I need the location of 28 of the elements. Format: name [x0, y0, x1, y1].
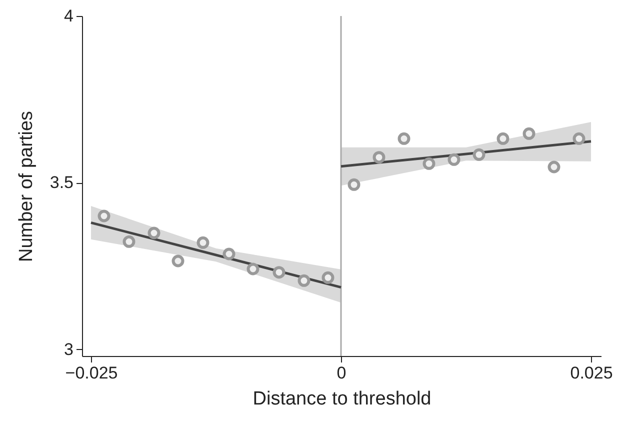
point	[298, 274, 310, 287]
point	[472, 148, 486, 161]
point	[196, 236, 210, 249]
point	[422, 157, 436, 170]
y-tick-label: 3.5	[50, 173, 74, 192]
point	[572, 132, 586, 145]
point	[98, 210, 110, 222]
x-tick-label: −0.025	[65, 364, 118, 382]
point	[522, 127, 536, 140]
y-tick-label: 3	[64, 340, 74, 359]
x-axis-title: Distance to threshold	[252, 388, 432, 410]
point	[348, 178, 360, 191]
point	[272, 266, 286, 279]
x-tick-label: 0.025	[570, 364, 613, 382]
point	[246, 262, 260, 276]
point	[222, 248, 236, 260]
point	[148, 226, 160, 240]
y-axis-title: Number of parties	[16, 110, 37, 262]
point	[496, 132, 510, 145]
point	[172, 254, 184, 268]
point	[122, 235, 136, 248]
point	[398, 132, 410, 145]
point	[548, 160, 560, 174]
point	[372, 151, 386, 164]
point	[322, 271, 334, 284]
point	[448, 153, 460, 166]
y-tick-label: 4	[64, 6, 74, 26]
x-tick-label: 0	[336, 364, 346, 382]
